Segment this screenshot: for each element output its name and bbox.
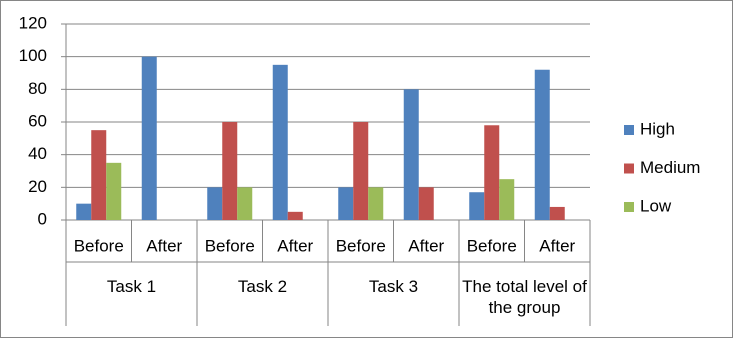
- bar: [237, 187, 253, 220]
- bar: [76, 203, 92, 220]
- x-tick-label: After: [277, 236, 313, 255]
- x-tick-label: After: [146, 236, 182, 255]
- y-tick-label: 120: [19, 13, 47, 32]
- legend-swatch: [624, 202, 634, 212]
- x-tick-label: After: [539, 236, 575, 255]
- x-tick-label: After: [408, 236, 444, 255]
- bar: [91, 130, 107, 220]
- x-tick-label: Before: [74, 236, 124, 255]
- bar: [484, 125, 500, 220]
- bar: [222, 122, 238, 220]
- group-label: The total level of the group: [462, 277, 587, 317]
- bar: [353, 122, 369, 220]
- bar: [207, 187, 223, 220]
- x-tick-label: Before: [467, 236, 517, 255]
- legend-label: Medium: [640, 158, 700, 177]
- bar: [106, 162, 122, 220]
- x-tick-label: Before: [336, 236, 386, 255]
- legend-label: Low: [640, 196, 672, 215]
- bar: [287, 211, 303, 220]
- y-tick-label: 40: [28, 144, 47, 163]
- group-label: Task 3: [368, 277, 419, 296]
- y-tick-label: 0: [38, 209, 47, 228]
- y-tick-label: 100: [19, 46, 47, 65]
- x-tick-label: Before: [205, 236, 255, 255]
- legend-swatch: [624, 125, 634, 135]
- bar: [549, 206, 565, 220]
- bar: [368, 187, 384, 220]
- bar: [499, 179, 515, 220]
- bar: [418, 187, 434, 220]
- bar: [141, 56, 157, 220]
- bar: [338, 187, 354, 220]
- group-label: Task 2: [237, 277, 288, 296]
- legend-label: High: [640, 119, 675, 138]
- bar: [272, 64, 288, 220]
- group-label: Task 1: [106, 277, 157, 296]
- y-tick-label: 20: [28, 177, 47, 196]
- bar: [469, 192, 485, 220]
- y-tick-label: 60: [28, 111, 47, 130]
- y-tick-label: 80: [28, 79, 47, 98]
- bar: [403, 89, 419, 220]
- bar: [534, 69, 550, 220]
- legend-swatch: [624, 163, 634, 174]
